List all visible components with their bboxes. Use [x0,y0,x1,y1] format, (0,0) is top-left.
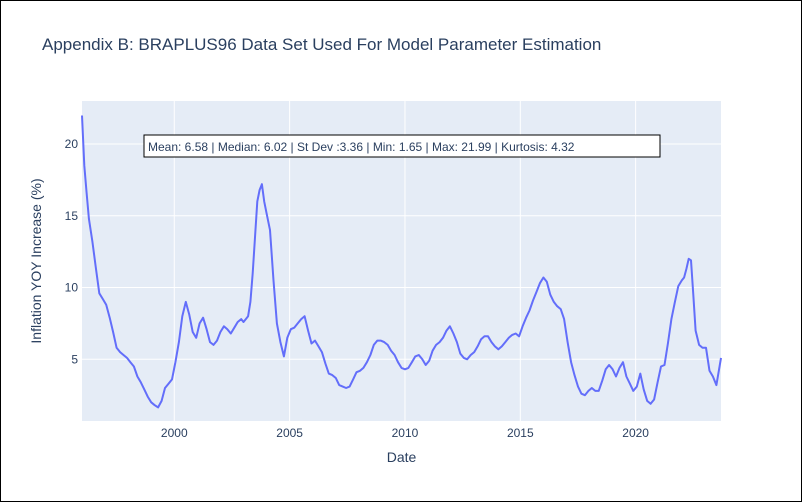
tick-labels: 2000 2005 2010 2015 2020 5 10 15 20 [65,137,650,440]
stats-annotation: Mean: 6.58 | Median: 6.02 | St Dev :3.36… [143,134,661,158]
x-axis-title: Date [387,449,417,465]
x-tick-label: 2010 [392,426,419,440]
y-tick-label: 10 [65,281,79,295]
y-tick-label: 15 [65,209,79,223]
y-tick-label: 20 [65,137,79,151]
stats-annotation-box [143,134,661,158]
x-tick-label: 2015 [507,426,534,440]
x-tick-label: 2000 [161,426,188,440]
x-tick-label: 2020 [622,426,649,440]
stats-annotation-text: Mean: 6.58 | Median: 6.02 | St Dev :3.36… [148,140,575,154]
y-axis-title: Inflation YOY Increase (%) [28,178,44,343]
y-tick-label: 5 [71,352,78,366]
chart-title: Appendix B: BRAPLUS96 Data Set Used For … [42,35,602,54]
x-tick-label: 2005 [276,426,303,440]
series-line [81,115,722,409]
